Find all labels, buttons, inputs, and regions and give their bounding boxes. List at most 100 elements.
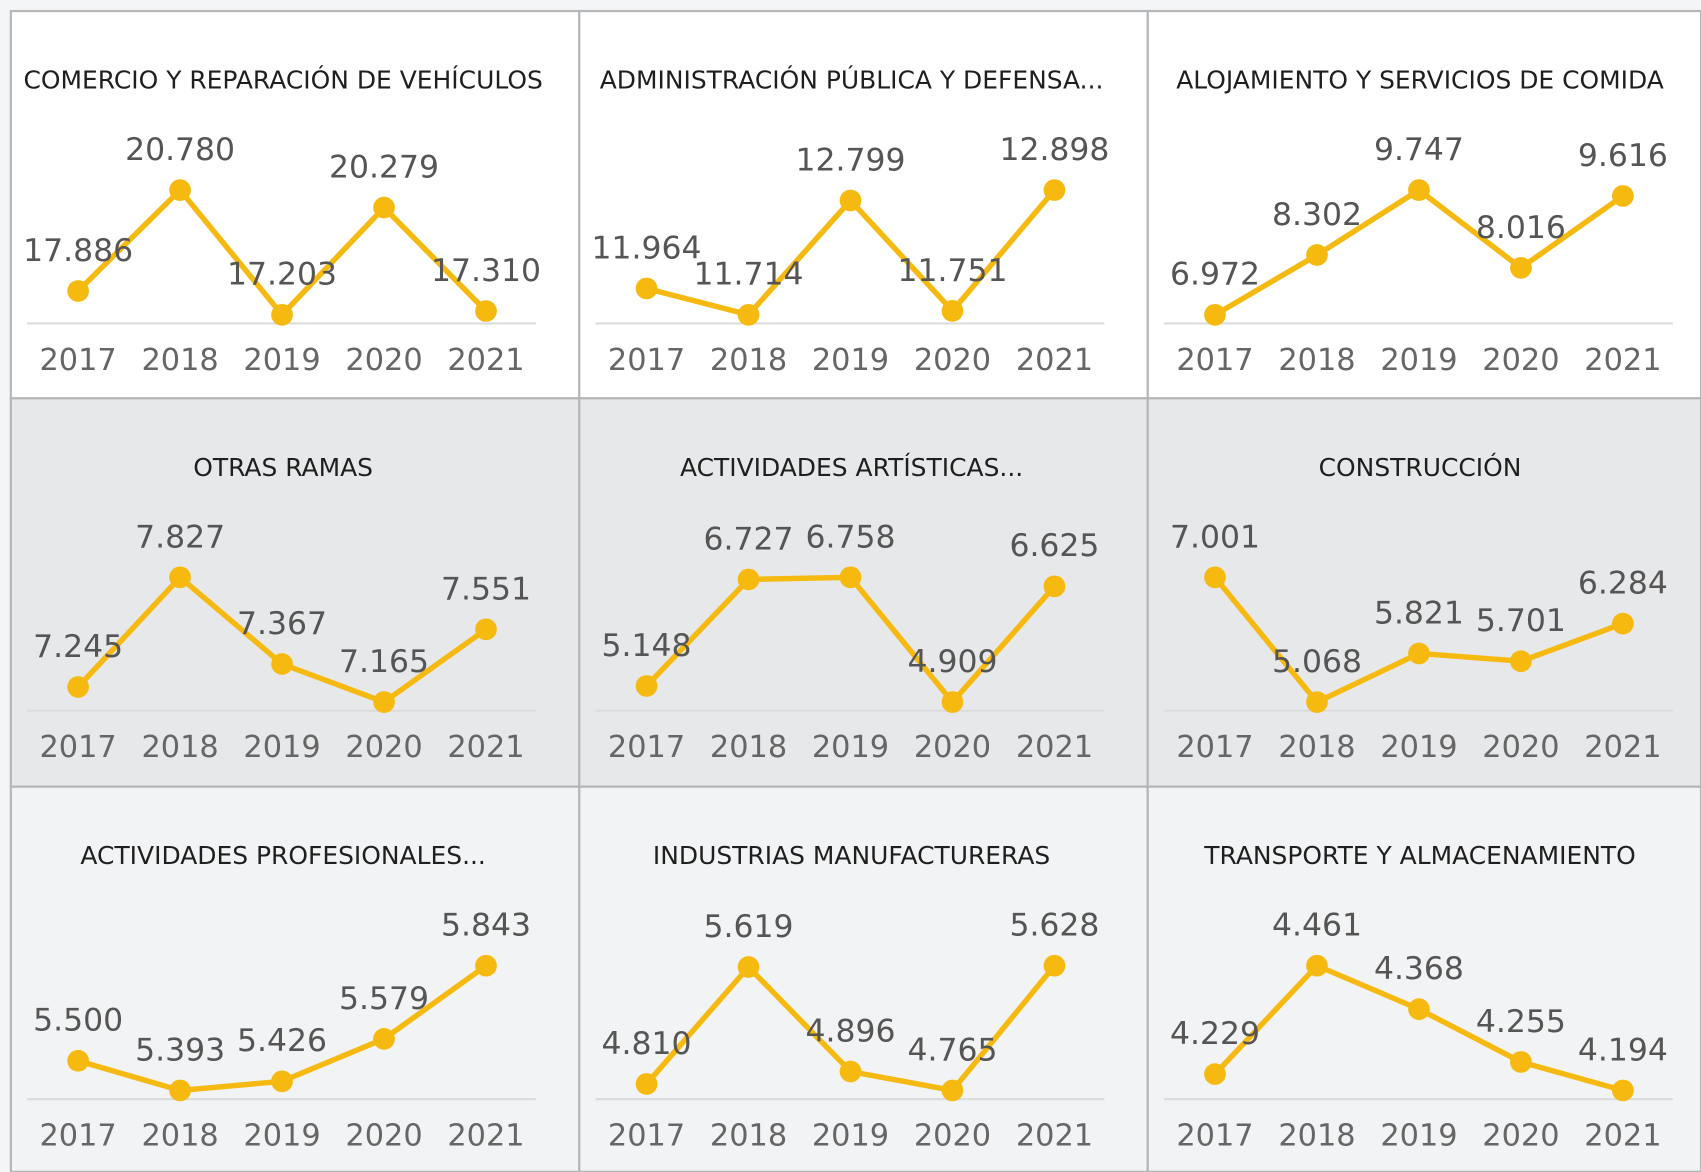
point	[1408, 179, 1430, 201]
data-label: 17.886	[23, 233, 133, 269]
point	[271, 653, 293, 675]
data-label: 6.727	[704, 521, 794, 557]
x-tick-label: 2021	[447, 343, 524, 378]
panel	[1146, 397, 1701, 788]
data-label: 6.972	[1170, 257, 1260, 293]
x-tick-label: 2019	[812, 730, 889, 765]
data-label: 7.827	[135, 519, 225, 555]
point	[1612, 612, 1634, 635]
data-label: 5.843	[441, 908, 531, 944]
x-tick-label: 2020	[1482, 343, 1559, 378]
point	[1306, 244, 1328, 266]
panel	[578, 785, 1149, 1172]
data-label: 9.616	[1578, 138, 1668, 174]
point	[373, 1028, 395, 1050]
point	[475, 618, 497, 641]
data-label: 6.625	[1009, 528, 1099, 564]
x-tick-label: 2018	[1278, 343, 1355, 378]
point	[475, 954, 497, 977]
point	[1043, 179, 1066, 201]
x-tick-label: 2018	[1278, 730, 1355, 765]
data-label: 4.810	[602, 1026, 692, 1062]
chart-title: ADMINISTRACIÓN PÚBLICA Y DEFENSA...	[600, 65, 1104, 95]
data-label: 7.165	[339, 644, 429, 680]
chart-title: ACTIVIDADES PROFESIONALES...	[80, 841, 485, 870]
data-label: 5.628	[1009, 908, 1099, 944]
data-label: 11.714	[694, 257, 804, 293]
data-label: 5.426	[237, 1023, 327, 1059]
chart-title: ALOJAMIENTO Y SERVICIOS DE COMIDA	[1176, 66, 1664, 95]
data-label: 9.747	[1374, 132, 1464, 168]
data-label: 17.310	[431, 253, 541, 289]
data-label: 17.203	[227, 257, 337, 293]
point	[373, 691, 395, 713]
x-tick-label: 2018	[710, 1119, 787, 1154]
point	[169, 1079, 191, 1102]
data-label: 4.896	[806, 1013, 896, 1049]
point	[1510, 650, 1532, 673]
x-tick-label: 2020	[914, 730, 991, 765]
data-label: 5.701	[1476, 603, 1566, 639]
point	[67, 676, 89, 698]
x-tick-label: 2020	[914, 1119, 991, 1154]
point	[1408, 642, 1430, 665]
x-tick-label: 2017	[1176, 1119, 1253, 1154]
data-label: 5.148	[602, 628, 692, 664]
x-tick-label: 2020	[1482, 730, 1559, 765]
data-label: 11.751	[897, 253, 1007, 289]
data-label: 7.001	[1170, 519, 1260, 555]
point	[1043, 954, 1066, 977]
point	[737, 568, 760, 591]
data-label: 7.551	[441, 571, 531, 607]
x-tick-label: 2020	[345, 343, 422, 378]
point	[635, 1073, 658, 1095]
point	[1510, 257, 1532, 279]
x-tick-label: 2019	[243, 730, 320, 765]
data-label: 8.302	[1272, 197, 1362, 233]
x-tick-label: 2021	[447, 1119, 524, 1154]
point	[1510, 1051, 1532, 1073]
x-tick-label: 2020	[1482, 1119, 1559, 1154]
point	[941, 1079, 964, 1102]
data-label: 5.068	[1272, 644, 1362, 680]
point	[1306, 691, 1328, 713]
x-tick-label: 2017	[608, 343, 685, 378]
x-tick-label: 2020	[345, 730, 422, 765]
chart-title: ACTIVIDADES ARTÍSTICAS...	[680, 453, 1023, 482]
x-tick-label: 2019	[1380, 1119, 1457, 1154]
x-tick-label: 2021	[1016, 730, 1093, 765]
x-tick-label: 2020	[914, 343, 991, 378]
point	[67, 1049, 89, 1072]
data-label: 8.016	[1476, 210, 1566, 246]
point	[839, 189, 862, 212]
point	[1612, 1079, 1634, 1102]
point	[839, 1060, 862, 1083]
point	[1204, 566, 1226, 589]
data-label: 4.368	[1374, 951, 1464, 987]
x-tick-label: 2017	[608, 730, 685, 765]
x-tick-label: 2019	[812, 1119, 889, 1154]
point	[635, 675, 658, 697]
point	[1306, 954, 1328, 977]
data-label: 5.821	[1374, 595, 1464, 631]
x-tick-label: 2017	[1176, 730, 1253, 765]
panel	[9, 9, 581, 400]
data-label: 20.780	[125, 132, 235, 168]
data-label: 5.619	[704, 909, 794, 945]
x-tick-label: 2020	[345, 1119, 422, 1154]
data-label: 4.229	[1170, 1016, 1260, 1052]
chart-title: OTRAS RAMAS	[193, 453, 373, 482]
data-label: 4.461	[1272, 908, 1362, 944]
panel	[1146, 785, 1701, 1172]
point	[271, 1070, 293, 1093]
x-tick-label: 2018	[141, 730, 218, 765]
x-tick-label: 2021	[1584, 1119, 1661, 1154]
data-label: 20.279	[329, 149, 439, 185]
x-tick-label: 2021	[447, 730, 524, 765]
point	[373, 196, 395, 219]
point	[1204, 303, 1226, 326]
data-label: 6.758	[806, 519, 896, 555]
x-tick-label: 2018	[1278, 1119, 1355, 1154]
x-tick-label: 2018	[710, 730, 787, 765]
